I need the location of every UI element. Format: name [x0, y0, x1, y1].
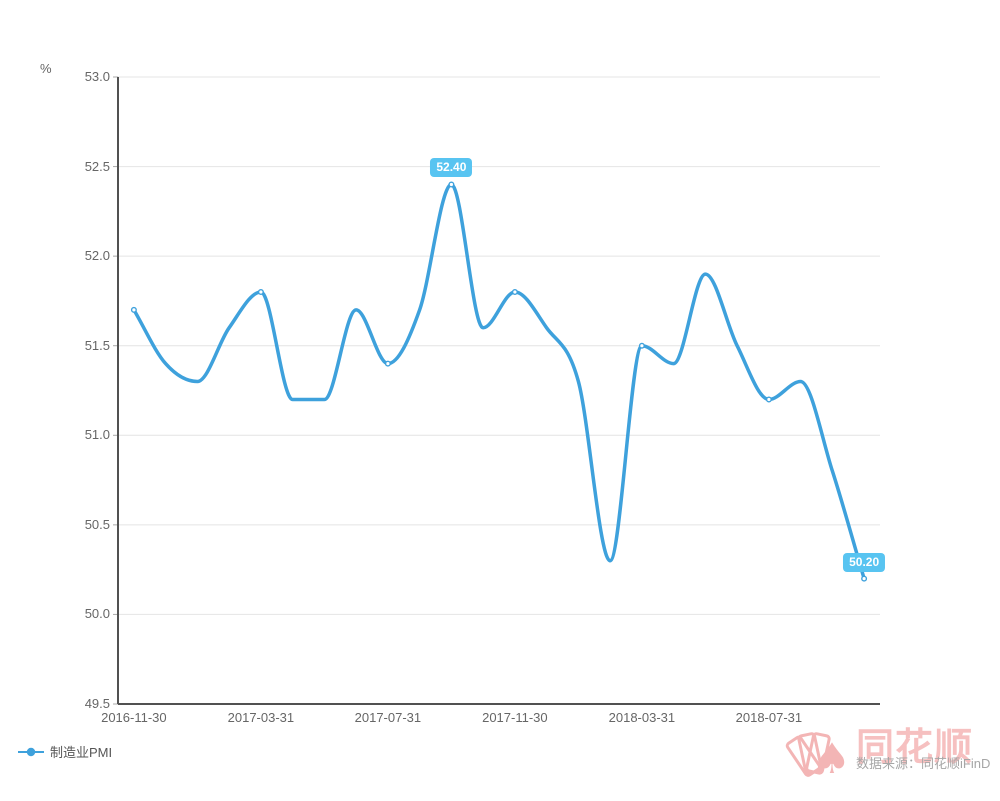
y-axis-label: 50.0 [84, 606, 110, 622]
y-axis-label: 52.0 [84, 248, 110, 264]
data-point-marker[interactable] [130, 306, 137, 313]
legend-item-pmi[interactable]: 制造业PMI [18, 742, 112, 761]
data-point-marker[interactable] [511, 289, 518, 296]
data-point-value-label: 52.40 [430, 158, 473, 178]
data-point-marker[interactable] [638, 342, 645, 349]
legend-line-marker-icon [18, 747, 44, 756]
data-point-value-label: 50.20 [843, 552, 886, 572]
legend-label: 制造业PMI [50, 745, 113, 760]
data-point-marker[interactable] [448, 181, 455, 188]
data-point-marker[interactable] [861, 575, 868, 582]
x-axis-label: 2018-03-31 [608, 710, 676, 725]
y-axis-label: 51.5 [84, 337, 110, 353]
data-point-marker[interactable] [384, 360, 391, 367]
x-axis-label: 2017-07-31 [354, 710, 422, 725]
y-axis-label: 50.5 [84, 516, 110, 532]
y-axis-label: 51.0 [84, 427, 110, 443]
data-point-marker[interactable] [765, 396, 772, 403]
y-axis-label: 52.5 [84, 158, 110, 174]
x-axis-label: 2016-11-30 [101, 710, 167, 725]
y-axis-label: 53.0 [84, 69, 110, 84]
x-axis-label: 2017-11-30 [482, 710, 548, 725]
data-point-marker[interactable] [257, 289, 264, 296]
series-line-pmi[interactable] [132, 182, 866, 581]
x-axis-label: 2018-07-31 [735, 710, 803, 725]
y-axis-unit-label: % [40, 61, 52, 76]
x-axis-label: 2017-03-31 [227, 710, 295, 725]
y-axis-label: 49.5 [84, 696, 110, 711]
